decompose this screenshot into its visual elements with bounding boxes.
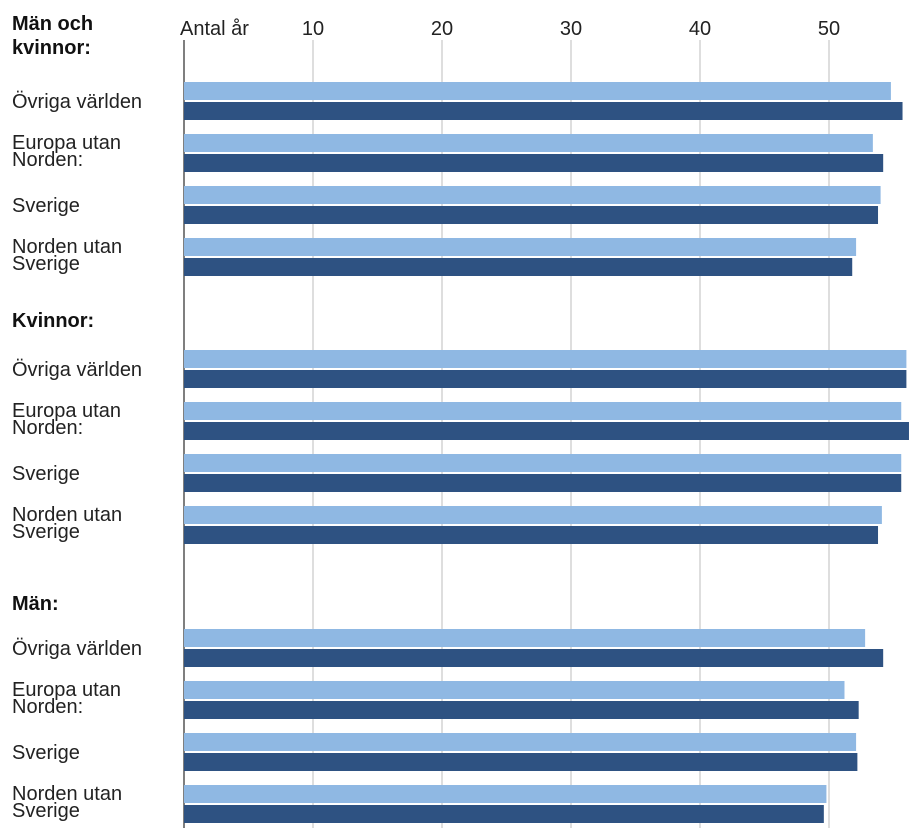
x-tick-label: 50 <box>818 18 840 40</box>
x-tick-label: 20 <box>431 18 453 40</box>
bar-dark <box>184 422 909 440</box>
category-label: Sverige <box>12 253 80 275</box>
group-title: kvinnor: <box>12 37 91 59</box>
bar-dark <box>184 701 859 719</box>
bar-dark <box>184 474 902 492</box>
category-label: Norden: <box>12 696 83 718</box>
category-label: Europa utan <box>12 132 121 154</box>
bar-dark <box>184 753 858 771</box>
bar-light <box>184 506 882 524</box>
bar-dark <box>184 526 879 544</box>
bar-dark <box>184 649 884 667</box>
bar-dark <box>184 206 879 224</box>
category-label: Övriga världen <box>12 638 142 660</box>
x-tick-label: 10 <box>302 18 324 40</box>
category-label: Sverige <box>12 742 80 764</box>
axis-unit-label: Antal år <box>180 18 249 40</box>
bar-light <box>184 350 907 368</box>
bar-layer <box>184 82 909 823</box>
bar-light <box>184 454 902 472</box>
category-label: Sverige <box>12 521 80 543</box>
bar-light <box>184 733 857 751</box>
bar-dark <box>184 370 907 388</box>
bar-light <box>184 629 866 647</box>
category-label: Sverige <box>12 195 80 217</box>
bar-dark <box>184 258 853 276</box>
category-label: Norden utan <box>12 783 122 805</box>
category-label: Europa utan <box>12 679 121 701</box>
group-title: Män: <box>12 593 59 615</box>
category-label: Norden: <box>12 149 83 171</box>
category-label: Övriga världen <box>12 359 142 381</box>
category-label: Sverige <box>12 800 80 822</box>
x-tick-label: 30 <box>560 18 582 40</box>
category-label: Norden utan <box>12 236 122 258</box>
bar-light <box>184 238 857 256</box>
group-title: Män och <box>12 13 93 35</box>
bar-light <box>184 186 881 204</box>
bar-light <box>184 134 873 152</box>
bar-dark <box>184 102 903 120</box>
category-label: Europa utan <box>12 400 121 422</box>
category-label: Övriga världen <box>12 91 142 113</box>
category-label: Norden: <box>12 417 83 439</box>
bar-light <box>184 681 845 699</box>
bar-dark <box>184 154 884 172</box>
bar-light <box>184 402 902 420</box>
bar-dark <box>184 805 824 823</box>
bar-light <box>184 785 827 803</box>
bar-light <box>184 82 891 100</box>
group-title: Kvinnor: <box>12 310 94 332</box>
x-tick-label: 40 <box>689 18 711 40</box>
category-label: Norden utan <box>12 504 122 526</box>
category-label: Sverige <box>12 463 80 485</box>
